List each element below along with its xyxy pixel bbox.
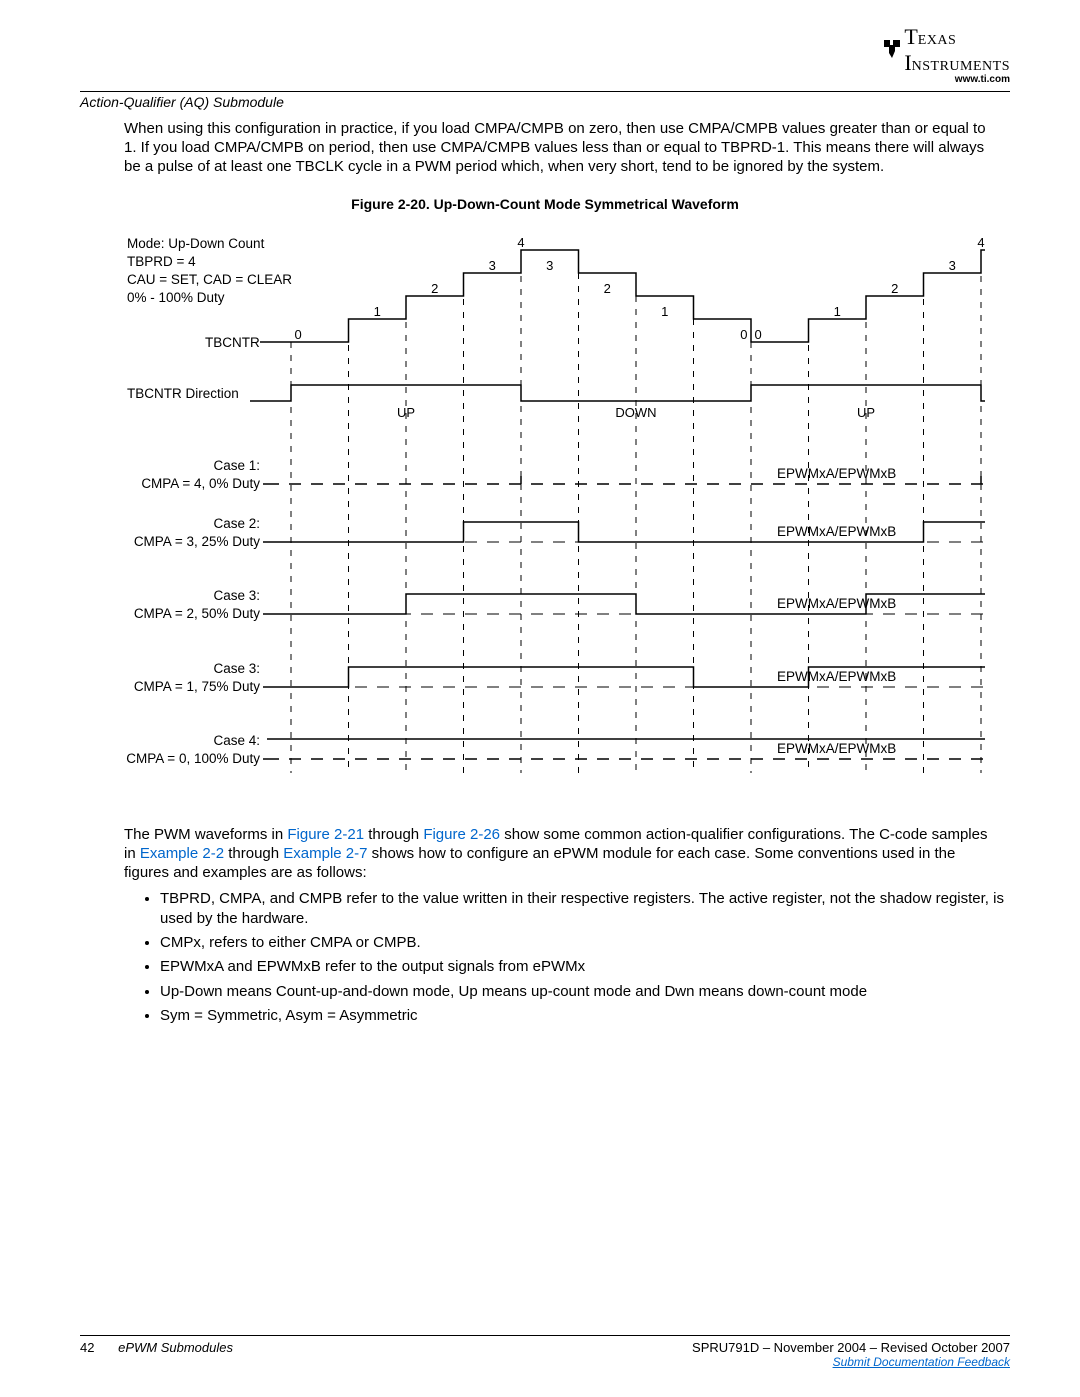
svg-text:1: 1 bbox=[661, 304, 668, 319]
svg-text:2: 2 bbox=[604, 281, 611, 296]
svg-text:Case 4:: Case 4: bbox=[213, 733, 260, 748]
footer-docid: SPRU791D – November 2004 – Revised Octob… bbox=[692, 1340, 1010, 1355]
svg-text:Case 1:: Case 1: bbox=[213, 458, 260, 473]
footer-title: ePWM Submodules bbox=[118, 1340, 233, 1355]
svg-text:CMPA = 4, 0% Duty: CMPA = 4, 0% Duty bbox=[141, 476, 260, 491]
svg-text:Case 2:: Case 2: bbox=[213, 516, 260, 531]
section-subheader: Action-Qualifier (AQ) Submodule bbox=[80, 94, 1010, 110]
svg-text:4: 4 bbox=[517, 235, 524, 250]
svg-text:3: 3 bbox=[949, 258, 956, 273]
page-footer: 42 ePWM Submodules SPRU791D – November 2… bbox=[80, 1335, 1010, 1369]
svg-text:UP: UP bbox=[397, 405, 415, 420]
xref-link[interactable]: Figure 2-21 bbox=[287, 826, 364, 843]
list-item: CMPx, refers to either CMPA or CMPB. bbox=[160, 933, 1010, 953]
svg-text:DOWN: DOWN bbox=[615, 405, 656, 420]
svg-text:0% - 100% Duty: 0% - 100% Duty bbox=[127, 290, 225, 305]
waveform-figure: 001122334001122334Mode: Up-Down CountTBP… bbox=[105, 216, 985, 806]
feedback-link[interactable]: Submit Documentation Feedback bbox=[692, 1355, 1010, 1369]
svg-text:3: 3 bbox=[546, 258, 553, 273]
svg-text:0: 0 bbox=[755, 327, 762, 342]
list-item: Up-Down means Count-up-and-down mode, Up… bbox=[160, 982, 1010, 1002]
svg-text:CAU = SET, CAD = CLEAR: CAU = SET, CAD = CLEAR bbox=[127, 272, 292, 287]
ti-logo-text: TEXAS INSTRUMENTS bbox=[904, 24, 1010, 76]
svg-text:4: 4 bbox=[977, 235, 984, 250]
ti-chip-icon bbox=[882, 38, 902, 66]
list-item: EPWMxA and EPWMxB refer to the output si… bbox=[160, 957, 1010, 977]
xref-link[interactable]: Figure 2-26 bbox=[423, 826, 500, 843]
xref-link[interactable]: Example 2-2 bbox=[140, 845, 224, 862]
page-number: 42 bbox=[80, 1340, 94, 1355]
list-item: TBPRD, CMPA, and CMPB refer to the value… bbox=[160, 889, 1010, 930]
svg-text:TBCNTR: TBCNTR bbox=[205, 335, 260, 350]
header: TEXAS INSTRUMENTS www.ti.com bbox=[80, 30, 1010, 85]
svg-text:1: 1 bbox=[374, 304, 381, 319]
top-rule bbox=[80, 91, 1010, 92]
svg-text:Case 3:: Case 3: bbox=[213, 588, 260, 603]
ti-logo: TEXAS INSTRUMENTS bbox=[882, 24, 1010, 76]
svg-text:EPWMxA/EPWMxB: EPWMxA/EPWMxB bbox=[777, 669, 896, 684]
svg-text:EPWMxA/EPWMxB: EPWMxA/EPWMxB bbox=[777, 596, 896, 611]
xref-link[interactable]: Example 2-7 bbox=[283, 845, 367, 862]
svg-text:EPWMxA/EPWMxB: EPWMxA/EPWMxB bbox=[777, 466, 896, 481]
svg-text:TBPRD = 4: TBPRD = 4 bbox=[127, 254, 196, 269]
ti-url[interactable]: www.ti.com bbox=[955, 74, 1010, 85]
svg-text:Mode: Up-Down Count: Mode: Up-Down Count bbox=[127, 236, 265, 251]
svg-text:CMPA = 2, 50% Duty: CMPA = 2, 50% Duty bbox=[134, 606, 260, 621]
svg-text:CMPA = 3, 25% Duty: CMPA = 3, 25% Duty bbox=[134, 534, 260, 549]
figure-caption: Figure 2-20. Up-Down-Count Mode Symmetri… bbox=[80, 196, 1010, 212]
intro-paragraph: When using this configuration in practic… bbox=[124, 120, 1000, 176]
svg-text:EPWMxA/EPWMxB: EPWMxA/EPWMxB bbox=[777, 741, 896, 756]
svg-text:3: 3 bbox=[489, 258, 496, 273]
svg-text:2: 2 bbox=[891, 281, 898, 296]
svg-text:Case 3:: Case 3: bbox=[213, 661, 260, 676]
svg-text:CMPA = 1, 75% Duty: CMPA = 1, 75% Duty bbox=[134, 679, 260, 694]
svg-text:2: 2 bbox=[431, 281, 438, 296]
svg-text:EPWMxA/EPWMxB: EPWMxA/EPWMxB bbox=[777, 524, 896, 539]
list-item: Sym = Symmetric, Asym = Asymmetric bbox=[160, 1006, 1010, 1026]
svg-text:0: 0 bbox=[295, 327, 302, 342]
post-figure-paragraph: The PWM waveforms in Figure 2-21 through… bbox=[124, 826, 1000, 882]
svg-text:0: 0 bbox=[740, 327, 747, 342]
svg-text:TBCNTR Direction: TBCNTR Direction bbox=[127, 386, 239, 401]
conventions-list: TBPRD, CMPA, and CMPB refer to the value… bbox=[160, 889, 1010, 1027]
svg-text:CMPA = 0, 100% Duty: CMPA = 0, 100% Duty bbox=[126, 751, 260, 766]
svg-text:1: 1 bbox=[834, 304, 841, 319]
svg-text:UP: UP bbox=[857, 405, 875, 420]
